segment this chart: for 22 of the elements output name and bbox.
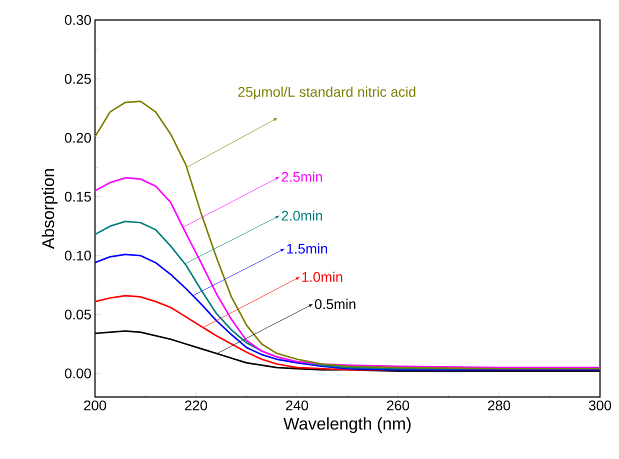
x-axis-title: Wavelength (nm) xyxy=(283,417,411,434)
y-tick-label: 0.00 xyxy=(64,368,91,378)
y-tick-label: 0.15 xyxy=(64,192,91,202)
x-tick-label: 200 xyxy=(84,400,106,410)
y-tick-label: 0.30 xyxy=(64,15,91,25)
legend-label: 2.5min xyxy=(282,172,322,182)
legend-label: 2.0min xyxy=(282,210,322,221)
text: 25μmol/L standard nitric acid xyxy=(238,86,416,100)
x-tick-label: 240 xyxy=(286,400,308,410)
y-tick-label: 0.20 xyxy=(64,132,91,143)
x-tick-label: 280 xyxy=(488,400,510,410)
legend-label: 1.0min xyxy=(302,272,342,282)
x-tick-label: 260 xyxy=(387,400,410,410)
x-tick-label: 300 xyxy=(588,400,612,410)
y-tick-label: 0.05 xyxy=(64,310,91,320)
y-tick-label: 0.10 xyxy=(64,250,91,261)
x-tick-label: 220 xyxy=(185,400,208,410)
y-tick-label: 0.25 xyxy=(64,74,91,84)
line-series xyxy=(94,100,601,370)
y-axis-title: Absorption xyxy=(42,169,58,249)
legend-label: 1.5min xyxy=(287,243,328,254)
legend-label: 0.5min xyxy=(314,298,356,310)
